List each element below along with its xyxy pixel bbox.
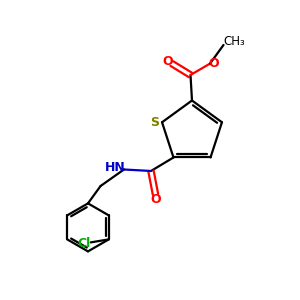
Text: O: O — [150, 193, 161, 206]
Text: Cl: Cl — [77, 237, 90, 250]
Text: CH₃: CH₃ — [223, 35, 245, 48]
Text: O: O — [208, 57, 219, 70]
Text: HN: HN — [105, 161, 125, 175]
Text: S: S — [150, 116, 159, 129]
Text: O: O — [163, 55, 173, 68]
